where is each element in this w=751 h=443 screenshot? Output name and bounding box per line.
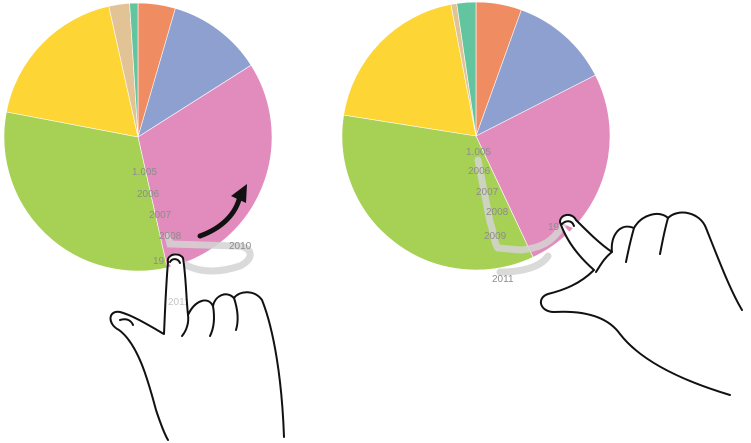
year-label-1005: 1.005	[466, 147, 491, 158]
gesture-trail-right	[474, 156, 569, 276]
pie-chart-right	[341, 1, 611, 271]
pie-slice[interactable]	[6, 5, 139, 138]
year-label-2011: 2011	[492, 274, 514, 285]
year-label-2010: 2010	[229, 241, 252, 252]
curved-arrow-icon	[197, 184, 247, 239]
year-label-2009: 2009	[484, 231, 507, 242]
pie-slice[interactable]	[475, 9, 596, 137]
pie-chart-left	[3, 2, 273, 272]
pie-slice[interactable]	[343, 4, 477, 137]
year-label-2006: 2006	[137, 189, 160, 200]
pie-slice[interactable]	[475, 74, 611, 258]
year-label-19: 19	[153, 256, 165, 267]
year-labels-right: 1.005 2006 2007 2008 2009 19 2011	[466, 147, 560, 285]
pointing-hand-icon	[539, 211, 743, 396]
pie-slice[interactable]	[129, 2, 139, 138]
year-label-19: 19	[548, 222, 560, 233]
pie-slice[interactable]	[137, 64, 273, 269]
year-label-2006: 2006	[468, 166, 491, 177]
pie-slice[interactable]	[3, 111, 168, 272]
year-label-2008: 2008	[159, 231, 182, 242]
pie-slice[interactable]	[341, 114, 534, 271]
pie-slice[interactable]	[456, 1, 477, 137]
year-labels-left: 1.005 2006 2007 2008 2010 19 2011	[132, 167, 252, 308]
pointing-hand-icon	[109, 253, 285, 441]
year-label-2008: 2008	[486, 207, 509, 218]
year-label-2011: 2011	[168, 297, 190, 308]
year-label-1005: 1.005	[132, 167, 157, 178]
gesture-trail-left	[164, 232, 254, 275]
year-label-2007: 2007	[149, 210, 172, 221]
pie-slice[interactable]	[137, 7, 252, 138]
year-label-2007: 2007	[476, 187, 499, 198]
